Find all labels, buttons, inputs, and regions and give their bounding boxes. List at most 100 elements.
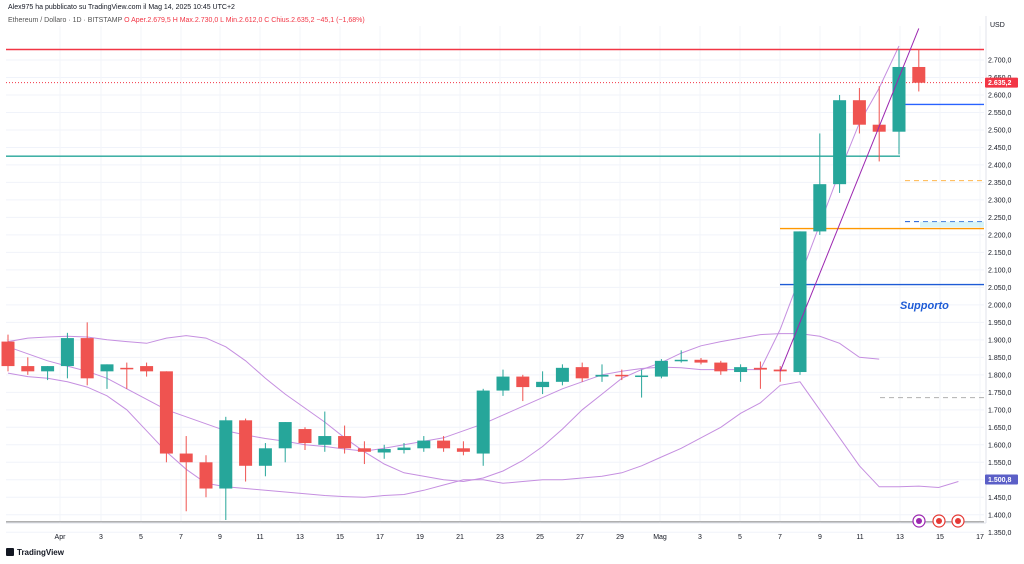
y-tick-label: 1.400,0 — [988, 512, 1011, 519]
y-tick-label: 2.450,0 — [988, 145, 1011, 152]
candle-body — [239, 420, 253, 466]
x-tick-label: 7 — [179, 534, 183, 541]
x-tick-label: 9 — [818, 534, 822, 541]
x-tick-label: 11 — [856, 534, 863, 541]
candle-body — [318, 436, 332, 445]
candle-body — [357, 448, 371, 452]
x-tick-label: 3 — [698, 534, 702, 541]
x-tick-label: 15 — [936, 534, 944, 541]
flag-icon-dot — [936, 518, 942, 524]
candle-body — [199, 462, 213, 489]
candle-body — [338, 436, 352, 449]
ohlc-values: O Aper.2.679,5 H Max.2.730,0 L Min.2.612… — [124, 17, 365, 24]
annotation-label: Supporto — [900, 300, 949, 312]
candle-body — [159, 371, 173, 454]
candle-body — [496, 376, 510, 391]
candle-body — [456, 448, 470, 452]
candle-body — [813, 184, 827, 232]
candle-body — [615, 374, 629, 377]
candle-body — [120, 367, 134, 370]
y-tick-label: 1.900,0 — [988, 337, 1011, 344]
candle-body — [654, 360, 668, 377]
x-tick-label: 11 — [256, 534, 263, 541]
x-tick-label: 7 — [778, 534, 782, 541]
y-tick-label: 1.650,0 — [988, 425, 1011, 432]
candle-body — [60, 338, 74, 367]
candle-body — [377, 448, 391, 453]
tradingview-footer[interactable]: TradingView — [6, 548, 64, 557]
y-tick-label: 2.350,0 — [988, 180, 1011, 187]
price-label-bg — [985, 77, 1018, 88]
footer-brand: TradingView — [17, 548, 64, 557]
x-tick-label: 17 — [376, 534, 384, 541]
x-tick-label: Apr — [55, 534, 67, 541]
y-tick-label: 2.100,0 — [988, 267, 1011, 274]
x-tick-label: 25 — [536, 534, 544, 541]
y-tick-label: 1.450,0 — [988, 495, 1011, 502]
candle-body — [179, 453, 193, 463]
x-tick-label: 21 — [456, 534, 464, 541]
candle-body — [912, 66, 926, 83]
x-tick-label: Mag — [653, 534, 667, 541]
symbol-ohlc-line: Ethereum / Dollaro · 1D · BITSTAMP O Ape… — [8, 17, 365, 24]
candle-body — [575, 367, 589, 379]
y-tick-label: 1.550,0 — [988, 460, 1011, 467]
candle-body — [793, 231, 807, 373]
candle-body — [892, 66, 906, 132]
x-tick-label: 15 — [336, 534, 344, 541]
bollinger-middle-band — [7, 45, 900, 452]
price-label-bg — [985, 474, 1018, 485]
candle-body — [140, 366, 154, 372]
tradingview-logo-icon — [6, 548, 14, 556]
x-tick-label: 5 — [738, 534, 742, 541]
y-tick-label: 2.500,0 — [988, 127, 1011, 134]
y-tick-label: 2.300,0 — [988, 197, 1011, 204]
y-tick-label: 1.350,0 — [988, 530, 1011, 537]
candle-body — [734, 367, 748, 373]
candle-body — [694, 359, 708, 363]
candle-body — [437, 440, 451, 449]
y-tick-label: 1.800,0 — [988, 372, 1011, 379]
x-tick-label: 27 — [576, 534, 584, 541]
candle-body — [1, 341, 15, 367]
candle-body — [41, 366, 55, 372]
y-tick-label: 2.000,0 — [988, 302, 1011, 309]
candle-body — [80, 338, 94, 379]
candle-body — [476, 390, 490, 454]
candle-body — [555, 367, 569, 382]
candle-body — [100, 364, 114, 372]
x-tick-label: 19 — [416, 534, 424, 541]
trend-line — [779, 28, 920, 372]
candle-body — [417, 440, 431, 449]
candle-body — [298, 429, 312, 444]
candle-body — [21, 366, 35, 372]
x-tick-label: 9 — [218, 534, 222, 541]
lightning-icon-dot — [916, 518, 922, 524]
symbol-name[interactable]: Ethereum / Dollaro · 1D · BITSTAMP — [8, 17, 123, 24]
candle-body — [872, 124, 886, 132]
x-tick-label: 13 — [296, 534, 304, 541]
y-tick-label: 2.050,0 — [988, 285, 1011, 292]
candle-body — [674, 359, 688, 362]
candle-body — [595, 374, 609, 377]
publisher-line: Alex975 ha pubblicato su TradingView.com… — [8, 4, 235, 11]
candle-body — [219, 420, 233, 489]
candle-body — [516, 376, 530, 388]
candle-body — [635, 375, 649, 378]
y-tick-label: 1.700,0 — [988, 407, 1011, 414]
y-tick-label: 2.250,0 — [988, 215, 1011, 222]
y-tick-label: 2.400,0 — [988, 162, 1011, 169]
y-tick-label: 1.950,0 — [988, 320, 1011, 327]
candle-body — [278, 422, 292, 449]
candle-body — [753, 367, 767, 370]
x-tick-label: 5 — [139, 534, 143, 541]
y-tick-label: 1.850,0 — [988, 355, 1011, 362]
bollinger-upper-band — [7, 333, 880, 483]
y-tick-label: 2.550,0 — [988, 110, 1011, 117]
price-label: 1.500,8 — [988, 477, 1011, 484]
level-zone — [920, 221, 984, 228]
candle-body — [833, 100, 847, 185]
y-tick-label: 1.750,0 — [988, 390, 1011, 397]
x-tick-label: 13 — [896, 534, 904, 541]
